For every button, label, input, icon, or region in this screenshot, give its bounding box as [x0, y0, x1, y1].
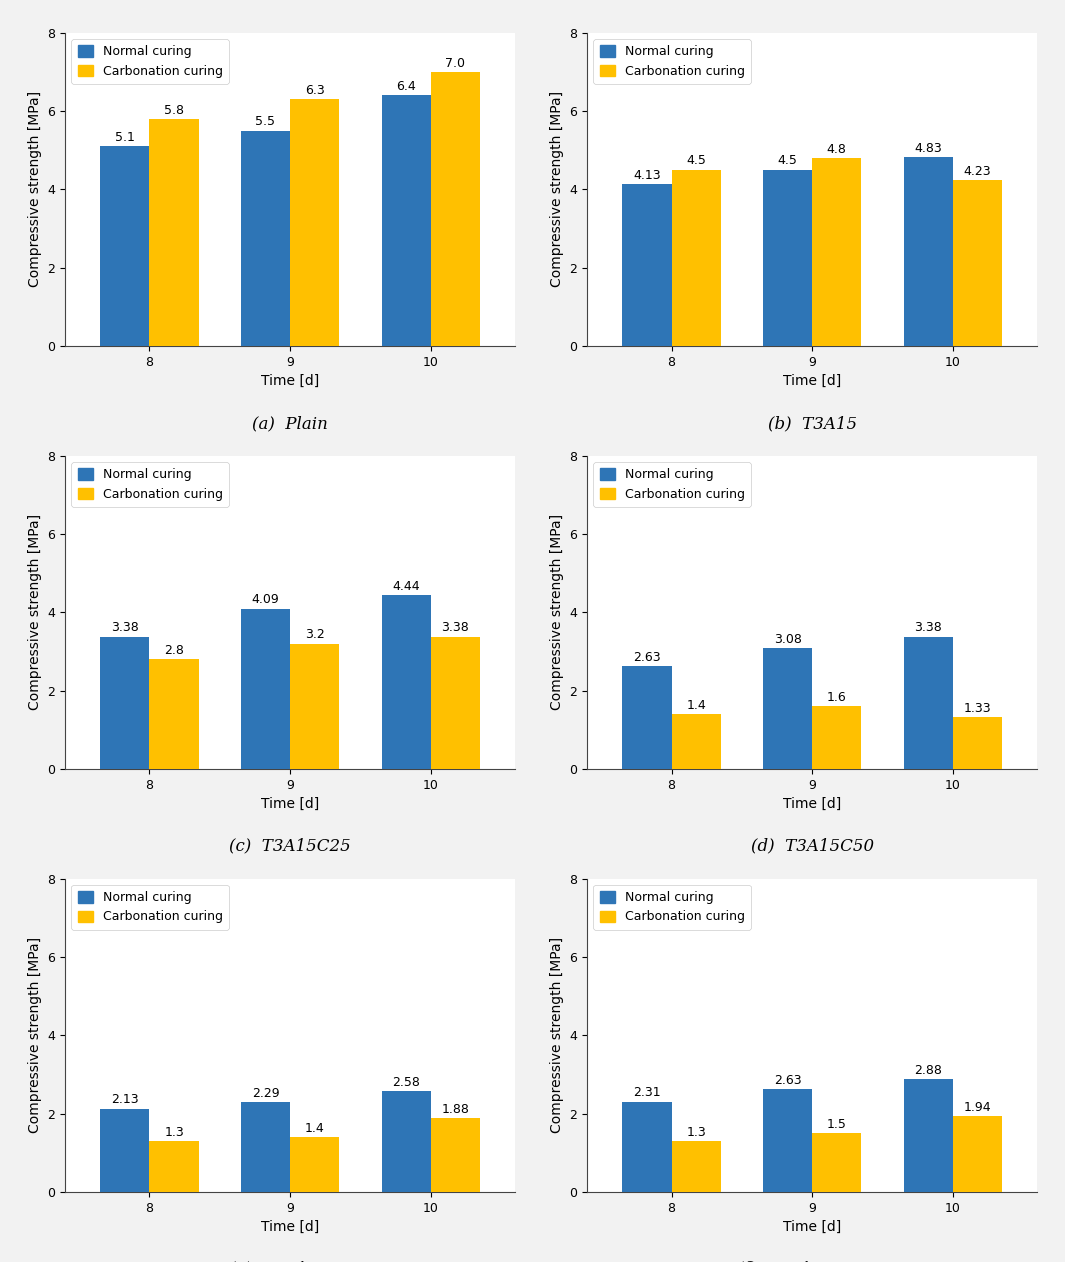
- Bar: [290, 644, 340, 769]
- Text: 5.8: 5.8: [164, 103, 184, 116]
- Text: 2.63: 2.63: [633, 651, 660, 664]
- Text: 2.58: 2.58: [392, 1075, 420, 1089]
- Text: 1.88: 1.88: [441, 1103, 470, 1116]
- Text: 1.6: 1.6: [826, 692, 847, 704]
- Legend: Normal curing, Carbonation curing: Normal curing, Carbonation curing: [593, 885, 751, 930]
- Bar: [149, 659, 199, 769]
- Text: 1.5: 1.5: [826, 1118, 847, 1131]
- Legend: Normal curing, Carbonation curing: Normal curing, Carbonation curing: [593, 462, 751, 507]
- Text: 2.29: 2.29: [251, 1087, 279, 1100]
- Bar: [903, 636, 953, 769]
- Text: 5.5: 5.5: [256, 115, 276, 129]
- Text: 4.09: 4.09: [251, 593, 279, 607]
- Text: (d)  T3A15C50: (d) T3A15C50: [751, 838, 873, 854]
- Bar: [622, 1102, 672, 1191]
- Bar: [149, 1141, 199, 1191]
- Bar: [100, 146, 149, 346]
- Bar: [763, 649, 813, 769]
- X-axis label: Time [d]: Time [d]: [783, 375, 841, 389]
- Text: 1.33: 1.33: [964, 702, 992, 714]
- Legend: Normal curing, Carbonation curing: Normal curing, Carbonation curing: [71, 39, 229, 83]
- Bar: [290, 1137, 340, 1191]
- Bar: [813, 707, 862, 769]
- Text: 1.3: 1.3: [164, 1126, 184, 1138]
- Text: 4.23: 4.23: [964, 165, 992, 178]
- Bar: [953, 180, 1002, 346]
- Text: 7.0: 7.0: [445, 57, 465, 69]
- Bar: [241, 608, 290, 769]
- X-axis label: Time [d]: Time [d]: [261, 798, 320, 811]
- Bar: [290, 100, 340, 346]
- Bar: [813, 158, 862, 346]
- X-axis label: Time [d]: Time [d]: [261, 1220, 320, 1234]
- Text: (a)  Plain: (a) Plain: [252, 415, 328, 432]
- Text: 4.13: 4.13: [633, 169, 660, 182]
- Bar: [622, 666, 672, 769]
- Text: 2.63: 2.63: [774, 1074, 801, 1087]
- Text: 2.8: 2.8: [164, 644, 184, 658]
- Y-axis label: Compressive strength [MPa]: Compressive strength [MPa]: [550, 91, 563, 288]
- Bar: [953, 717, 1002, 769]
- Bar: [953, 1116, 1002, 1191]
- Text: (b)  T3A15: (b) T3A15: [768, 415, 856, 432]
- Y-axis label: Compressive strength [MPa]: Compressive strength [MPa]: [28, 515, 42, 711]
- Text: 3.38: 3.38: [111, 621, 138, 635]
- Bar: [430, 1118, 480, 1191]
- Text: 4.5: 4.5: [686, 154, 706, 168]
- Bar: [763, 1089, 813, 1191]
- Bar: [149, 119, 199, 346]
- Bar: [381, 596, 430, 769]
- Legend: Normal curing, Carbonation curing: Normal curing, Carbonation curing: [593, 39, 751, 83]
- Text: 3.38: 3.38: [915, 621, 943, 635]
- X-axis label: Time [d]: Time [d]: [783, 1220, 841, 1234]
- Text: 1.4: 1.4: [686, 699, 706, 712]
- Text: 3.2: 3.2: [305, 628, 325, 641]
- Bar: [672, 1141, 721, 1191]
- Text: 1.94: 1.94: [964, 1100, 992, 1113]
- Bar: [100, 636, 149, 769]
- Text: 3.08: 3.08: [773, 634, 802, 646]
- Bar: [903, 156, 953, 346]
- Y-axis label: Compressive strength [MPa]: Compressive strength [MPa]: [550, 515, 563, 711]
- Bar: [763, 170, 813, 346]
- Text: 4.44: 4.44: [392, 579, 420, 593]
- Text: 2.31: 2.31: [633, 1087, 660, 1099]
- Bar: [672, 714, 721, 769]
- Text: 5.1: 5.1: [115, 131, 135, 144]
- Y-axis label: Compressive strength [MPa]: Compressive strength [MPa]: [28, 91, 42, 288]
- Y-axis label: Compressive strength [MPa]: Compressive strength [MPa]: [550, 938, 563, 1133]
- Text: 4.8: 4.8: [826, 143, 847, 155]
- X-axis label: Time [d]: Time [d]: [261, 375, 320, 389]
- Bar: [241, 131, 290, 346]
- Bar: [622, 184, 672, 346]
- Text: 4.83: 4.83: [915, 141, 943, 154]
- Text: 2.88: 2.88: [914, 1064, 943, 1076]
- Text: 6.4: 6.4: [396, 80, 416, 93]
- X-axis label: Time [d]: Time [d]: [783, 798, 841, 811]
- Text: 2.13: 2.13: [111, 1093, 138, 1107]
- Text: 1.3: 1.3: [686, 1126, 706, 1138]
- Y-axis label: Compressive strength [MPa]: Compressive strength [MPa]: [28, 938, 42, 1133]
- Text: 6.3: 6.3: [305, 85, 325, 97]
- Bar: [903, 1079, 953, 1191]
- Bar: [430, 72, 480, 346]
- Text: 4.5: 4.5: [777, 154, 798, 168]
- Bar: [100, 1108, 149, 1191]
- Bar: [813, 1133, 862, 1191]
- Text: 1.4: 1.4: [305, 1122, 325, 1135]
- Bar: [672, 170, 721, 346]
- Bar: [241, 1102, 290, 1191]
- Legend: Normal curing, Carbonation curing: Normal curing, Carbonation curing: [71, 462, 229, 507]
- Bar: [381, 96, 430, 346]
- Legend: Normal curing, Carbonation curing: Normal curing, Carbonation curing: [71, 885, 229, 930]
- Text: 3.38: 3.38: [442, 621, 470, 635]
- Bar: [430, 636, 480, 769]
- Bar: [381, 1090, 430, 1191]
- Text: (c)  T3A15C25: (c) T3A15C25: [229, 838, 351, 854]
